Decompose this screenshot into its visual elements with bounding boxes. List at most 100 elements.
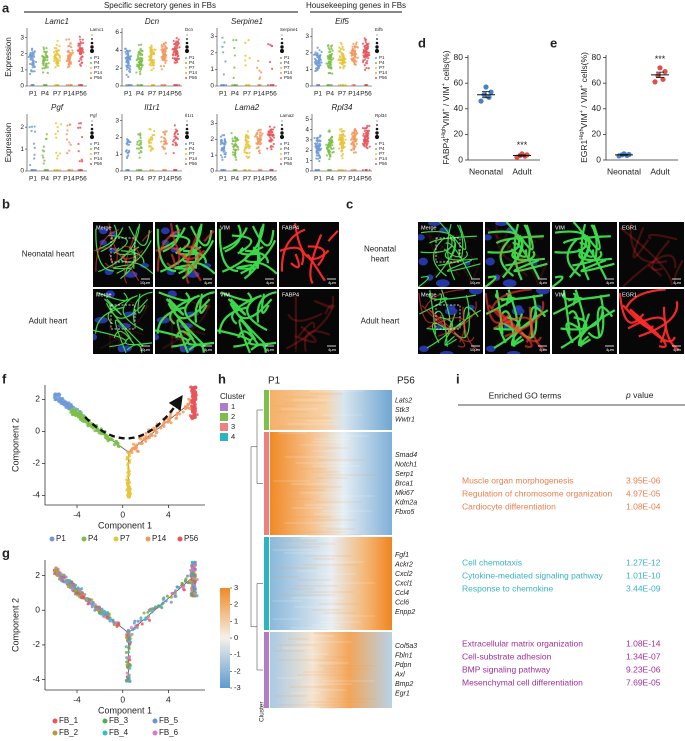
expression-dot [173, 57, 176, 60]
y-label-part: cells(%) [579, 52, 589, 85]
marker-signal [622, 254, 677, 287]
error-bar [620, 154, 628, 156]
cell-dot [65, 404, 69, 408]
expression-dot [57, 49, 60, 52]
expression-dot [78, 59, 81, 63]
legend-label: FB_3 [109, 716, 129, 725]
expression-dot [342, 53, 345, 56]
scale-label: 4μm [539, 280, 548, 285]
legend-dot [90, 62, 92, 64]
expression-dot [81, 160, 84, 163]
marker-signal [437, 301, 477, 337]
marker-signal [504, 301, 545, 338]
marker-signal [173, 321, 192, 338]
expression-dot [339, 50, 342, 53]
cell-dot [99, 432, 103, 436]
y-tick-label: 6 [115, 29, 119, 36]
expression-dot [160, 68, 163, 71]
expression-dot [130, 84, 133, 86]
expression-dot [224, 60, 227, 63]
expression-dot [235, 39, 238, 42]
cell-dot [101, 611, 105, 615]
zoom-box [110, 237, 136, 263]
size-key [91, 38, 93, 40]
expression-dot [174, 54, 177, 57]
scale-label: 10μm [140, 280, 151, 285]
micrograph [155, 289, 215, 354]
marker-signal [101, 313, 137, 322]
expression-dot [137, 133, 140, 136]
x-tick-label: P1 [29, 176, 37, 183]
vim-signal [429, 290, 437, 335]
cell-dot [130, 450, 134, 454]
expression-dot [52, 50, 56, 54]
cell-dot [96, 427, 100, 431]
legend-label: P56 [184, 534, 199, 543]
expression-dot [33, 55, 36, 58]
p-value: 7.69E-05 [626, 677, 661, 687]
size-key [89, 134, 95, 140]
expression-dot [234, 136, 237, 139]
expression-dot [66, 129, 69, 132]
heatmap-texture [285, 396, 318, 398]
legend-dot [152, 718, 158, 724]
marker-signal [287, 312, 323, 322]
marker-signal [498, 226, 516, 259]
heatmap-texture [319, 621, 362, 623]
expression-dot [147, 140, 151, 144]
expression-dot [164, 152, 167, 155]
x-tick-label: Adult [650, 166, 670, 176]
legend-label: FB_6 [159, 728, 179, 737]
expression-dot [247, 140, 250, 143]
marker-signal [309, 234, 323, 284]
expression-dot [42, 46, 45, 49]
vim-signal [96, 291, 128, 302]
marker-signal [514, 233, 544, 241]
cell-dot [86, 424, 90, 428]
expression-dot [237, 138, 240, 142]
marker-signal [100, 295, 148, 349]
cell-dot [143, 618, 147, 622]
expression-dot [366, 124, 369, 127]
expression-dot [361, 142, 365, 145]
expression-dot [316, 63, 319, 66]
scale-label: 4μm [606, 280, 615, 285]
heatmap-texture [302, 543, 336, 545]
expression-dot [329, 84, 332, 86]
expression-dot [57, 59, 60, 62]
heatmap-texture [315, 477, 348, 479]
expression-dot [257, 150, 261, 153]
expression-dot [67, 44, 70, 48]
heatmap-texture [277, 677, 303, 679]
heatmap-texture [312, 519, 357, 521]
expression-dot [28, 126, 31, 129]
y-tick-label: -4 [32, 674, 40, 684]
expression-dot [363, 68, 367, 71]
x-tick-label: P14 [158, 91, 170, 98]
marker-signal [123, 234, 136, 284]
expression-dot [175, 84, 178, 86]
marker-signal [118, 330, 144, 352]
expression-dot [258, 76, 262, 79]
vim-signal [169, 298, 211, 320]
legend-dot [280, 72, 282, 74]
expression-dot [80, 56, 83, 59]
heatmap-texture [306, 653, 328, 655]
expression-dot [353, 129, 356, 132]
y-axis-label: Component 2 [10, 418, 20, 472]
expression-dot [256, 137, 259, 140]
expression-dot [232, 38, 235, 42]
cell-dot [126, 450, 130, 454]
legend-dot [102, 730, 108, 736]
expression-dot [32, 59, 35, 63]
expression-dot [272, 142, 275, 146]
cell-dot [128, 494, 132, 498]
expression-dot [33, 125, 36, 128]
cell-dot [191, 400, 195, 404]
cell-dot [155, 427, 159, 431]
expression-dot [329, 45, 332, 48]
gene-label: Fbxo5 [395, 509, 415, 516]
expression-dot [330, 47, 333, 50]
panel-label: g [2, 545, 10, 560]
legend-title: Pgf [90, 113, 98, 118]
